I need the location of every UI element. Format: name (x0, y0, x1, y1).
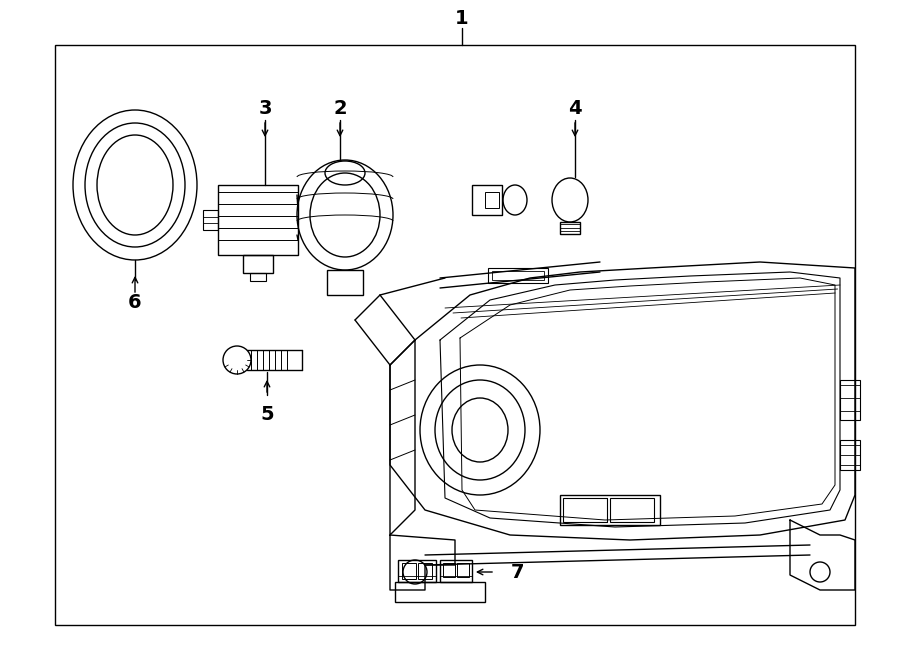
Bar (440, 560, 472, 582)
Bar (610, 498, 654, 522)
Bar (563, 498, 607, 522)
Bar (485, 192, 499, 208)
Bar (203, 210, 218, 230)
Text: 2: 2 (333, 98, 346, 118)
Text: 6: 6 (128, 293, 142, 311)
Text: 4: 4 (568, 98, 581, 118)
Bar (327, 270, 363, 295)
Text: 1: 1 (455, 9, 469, 28)
Bar (250, 273, 266, 281)
Bar (398, 560, 436, 582)
Bar (443, 563, 455, 577)
Bar (560, 222, 580, 234)
Bar (560, 495, 660, 525)
Bar (218, 185, 298, 255)
Bar (418, 563, 432, 579)
Text: 3: 3 (258, 98, 272, 118)
Text: 7: 7 (511, 563, 525, 582)
Bar (395, 582, 485, 602)
Bar (402, 563, 416, 579)
Bar (472, 185, 502, 215)
Bar (492, 271, 544, 280)
Bar (488, 268, 548, 283)
Bar (840, 380, 860, 420)
Bar (243, 255, 273, 273)
Bar (457, 563, 469, 577)
Bar (55, 45, 855, 625)
Text: 5: 5 (260, 405, 274, 424)
Bar (840, 440, 860, 470)
